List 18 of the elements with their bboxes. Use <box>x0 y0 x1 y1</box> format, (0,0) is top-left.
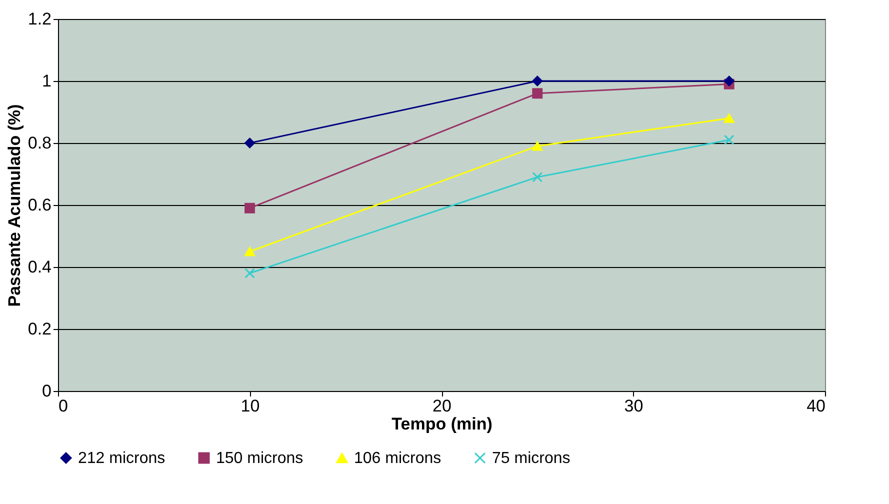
x-tick-label: 0 <box>58 396 68 416</box>
y-tick-label: 0.2 <box>28 320 52 338</box>
y-tick-label: 0 <box>42 382 52 400</box>
x-tick-label: 30 <box>624 396 644 416</box>
y-tick-label: 1.2 <box>28 10 52 28</box>
legend-label: 106 microns <box>354 450 442 467</box>
legend-label: 212 microns <box>78 450 166 467</box>
x-tick-label: 10 <box>240 396 260 416</box>
x-tick-label: 20 <box>432 396 452 416</box>
y-tick-label: 0.8 <box>28 134 52 152</box>
y-tick-label: 1 <box>42 72 52 90</box>
x-axis-title: Tempo (min) <box>392 414 492 434</box>
y-tick-label: 0.4 <box>28 258 52 276</box>
legend-label: 75 microns <box>492 450 570 467</box>
y-tick-label: 0.6 <box>28 196 52 214</box>
x-tick-label: 40 <box>806 396 826 416</box>
y-axis-title: Passante Acumulado (%) <box>4 104 24 307</box>
legend-label: 150 microns <box>216 450 304 467</box>
